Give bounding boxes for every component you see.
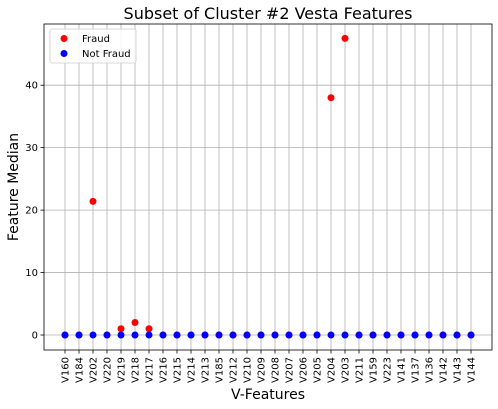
x-tick-label: V212 [229, 357, 240, 383]
y-tick-label: 30 [25, 143, 38, 154]
x-tick-label: V160 [61, 357, 72, 383]
plot-frame [43, 23, 493, 351]
x-tick-label: V206 [299, 357, 310, 383]
x-tick-label: V209 [257, 357, 268, 383]
point-not-fraud [383, 331, 391, 339]
x-tick-label: V137 [411, 357, 422, 383]
legend-marker-not-fraud [60, 50, 68, 57]
x-tick-label: V143 [453, 357, 464, 383]
point-fraud [327, 94, 335, 102]
x-axis-label: V-Features [231, 387, 305, 403]
x-tick-label: V216 [159, 357, 170, 383]
x-tick-label: V211 [355, 357, 366, 383]
point-not-fraud [243, 331, 251, 339]
point-not-fraud [453, 331, 461, 339]
point-not-fraud [397, 331, 405, 339]
x-axis: V160 V184 V202 V220 V219 V218 V217 V216 V215 V214… [61, 350, 478, 383]
point-not-fraud [285, 331, 293, 339]
point-fraud [341, 34, 349, 42]
point-not-fraud [369, 331, 377, 339]
x-tick-label: V215 [173, 357, 184, 383]
x-tick-label: V208 [271, 357, 282, 383]
x-tick-label: V144 [467, 357, 478, 383]
x-tick-label: V205 [313, 357, 324, 383]
point-not-fraud [313, 331, 321, 339]
x-tick-label: V207 [285, 357, 296, 383]
x-tick-label: V223 [383, 357, 394, 383]
x-tick-label: V203 [341, 357, 352, 383]
point-not-fraud [159, 331, 167, 339]
point-not-fraud [341, 331, 349, 339]
y-tick-label: 10 [25, 268, 38, 279]
legend-label-fraud: Fraud [82, 34, 110, 45]
legend: Fraud Not Fraud [49, 28, 137, 64]
x-tick-label: V159 [369, 357, 380, 383]
x-tick-label: V136 [425, 357, 436, 383]
x-tick-label: V217 [145, 357, 156, 383]
x-tick-label: V214 [187, 357, 198, 383]
point-not-fraud [131, 331, 139, 339]
x-tick-label: V220 [103, 357, 114, 383]
x-tick-label: V204 [327, 357, 338, 383]
point-not-fraud [89, 331, 97, 339]
point-fraud [117, 325, 125, 333]
x-tick-label: V184 [75, 357, 86, 383]
point-not-fraud [467, 331, 475, 339]
data-points [61, 34, 475, 339]
point-not-fraud [271, 331, 279, 339]
legend-label-not-fraud: Not Fraud [82, 49, 131, 60]
x-tick-label: V185 [215, 357, 226, 383]
point-not-fraud [187, 331, 195, 339]
x-tick-label: V219 [117, 357, 128, 383]
y-tick-label: 20 [25, 206, 38, 217]
legend-box [49, 28, 137, 64]
point-not-fraud [355, 331, 363, 339]
x-tick-label: V218 [131, 357, 142, 383]
point-not-fraud [425, 331, 433, 339]
grid [44, 24, 492, 350]
x-tick-label: V202 [89, 357, 100, 383]
y-tick-label: 40 [25, 81, 38, 92]
x-tick-label: V210 [243, 357, 254, 383]
point-not-fraud [229, 331, 237, 339]
point-fraud [89, 197, 97, 205]
point-not-fraud [411, 331, 419, 339]
point-not-fraud [117, 331, 125, 339]
point-fraud [145, 325, 153, 333]
point-not-fraud [439, 331, 447, 339]
point-not-fraud [61, 331, 69, 339]
y-tick-label: 0 [32, 331, 38, 342]
legend-marker-fraud [60, 35, 68, 42]
x-tick-label: V213 [201, 357, 212, 383]
y-axis: 0 10 20 30 40 [25, 81, 44, 342]
point-not-fraud [215, 331, 223, 339]
point-not-fraud [75, 331, 83, 339]
point-not-fraud [257, 331, 265, 339]
y-axis-label: Feature Median [6, 133, 22, 241]
x-tick-label: V141 [397, 357, 408, 383]
point-not-fraud [327, 331, 335, 339]
point-not-fraud [145, 331, 153, 339]
point-not-fraud [173, 331, 181, 339]
point-not-fraud [201, 331, 209, 339]
point-not-fraud [299, 331, 307, 339]
point-not-fraud [103, 331, 111, 339]
chart-title: Subset of Cluster #2 Vesta Features [124, 4, 413, 23]
point-fraud [131, 319, 139, 327]
x-tick-label: V142 [439, 357, 450, 383]
